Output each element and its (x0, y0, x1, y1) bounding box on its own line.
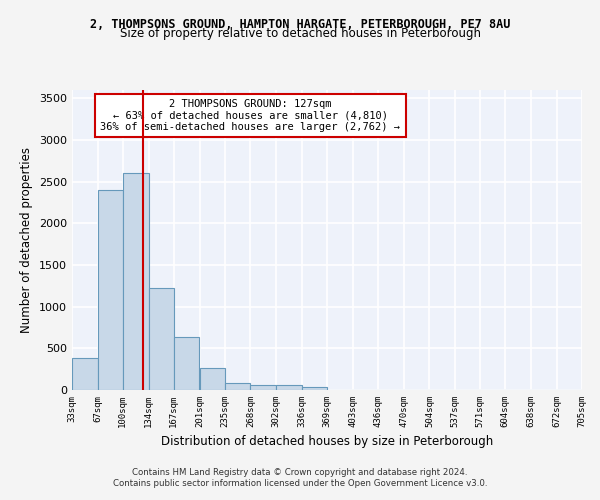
Bar (149, 288, 173, 390)
Bar (98, 190, 123, 390)
Bar (123, 174, 149, 390)
Bar (302, 386, 327, 390)
Bar (72, 358, 98, 390)
Y-axis label: Number of detached properties: Number of detached properties (20, 147, 34, 333)
Bar (199, 368, 226, 390)
X-axis label: Distribution of detached houses by size in Peterborough: Distribution of detached houses by size … (161, 436, 493, 448)
Text: 2 THOMPSONS GROUND: 127sqm
← 63% of detached houses are smaller (4,810)
36% of s: 2 THOMPSONS GROUND: 127sqm ← 63% of deta… (101, 99, 401, 132)
Text: Size of property relative to detached houses in Peterborough: Size of property relative to detached ho… (119, 28, 481, 40)
Text: Contains HM Land Registry data © Crown copyright and database right 2024.
Contai: Contains HM Land Registry data © Crown c… (113, 468, 487, 487)
Bar (173, 336, 199, 390)
Bar (250, 386, 276, 390)
Bar (226, 382, 250, 390)
Bar (276, 386, 302, 390)
Text: 2, THOMPSONS GROUND, HAMPTON HARGATE, PETERBOROUGH, PE7 8AU: 2, THOMPSONS GROUND, HAMPTON HARGATE, PE… (90, 18, 510, 30)
